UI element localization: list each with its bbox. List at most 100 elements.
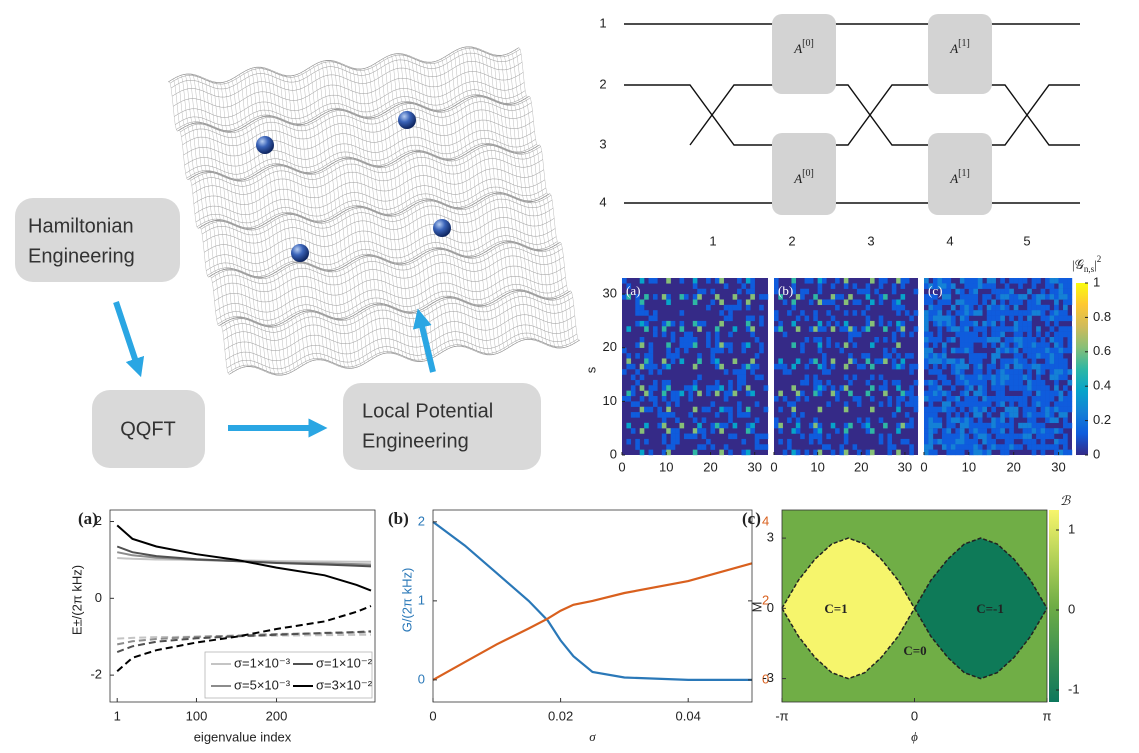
heatmap-texture xyxy=(904,412,910,418)
heatmap-texture xyxy=(1058,342,1064,348)
heatmap-texture xyxy=(1040,369,1046,375)
heatmap-texture xyxy=(1004,288,1010,295)
heatmap-texture xyxy=(830,390,836,397)
heatmap-texture xyxy=(986,294,992,300)
heatmap-texture xyxy=(791,363,797,370)
colorbar-title-part: n,s xyxy=(1084,264,1095,274)
heatmap-texture xyxy=(622,347,627,354)
heatmap-texture xyxy=(701,288,707,295)
heatmap-texture xyxy=(909,331,914,338)
heatmap-texture xyxy=(946,406,952,413)
heatmap-texture xyxy=(1031,438,1037,445)
heatmap-texture xyxy=(959,326,965,332)
box-label: Engineering xyxy=(28,245,135,267)
heatmap-texture xyxy=(1040,342,1046,348)
heatmap-texture xyxy=(1031,385,1037,391)
heatmap-texture xyxy=(728,412,733,418)
heatmap-texture xyxy=(692,342,698,348)
heatmap-texture xyxy=(679,422,685,429)
heatmap-texture xyxy=(865,315,871,322)
y-tick-label: 2 xyxy=(95,513,102,528)
heatmap-texture xyxy=(644,320,649,327)
heatmap-texture xyxy=(856,449,862,456)
heatmap-texture xyxy=(723,444,729,450)
heatmap-texture xyxy=(1018,353,1023,359)
heatmap-texture xyxy=(719,342,724,348)
heatmap-texture xyxy=(630,374,636,381)
heatmap-texture xyxy=(887,438,893,445)
mesh-line xyxy=(327,59,390,354)
heatmap-texture xyxy=(955,363,961,370)
mesh-line xyxy=(257,66,320,361)
heatmap-texture xyxy=(995,374,1001,381)
heatmap-texture xyxy=(865,417,871,424)
heatmap-texture xyxy=(710,444,716,450)
x-tick-label: 20 xyxy=(703,459,717,474)
heatmap-texture xyxy=(648,369,654,375)
heatmap-texture xyxy=(1000,401,1005,407)
heatmap-texture xyxy=(1022,428,1028,434)
heatmap-texture xyxy=(835,294,840,300)
heatmap-texture xyxy=(692,294,698,300)
heatmap-texture xyxy=(896,342,901,348)
heatmap-texture xyxy=(817,385,823,391)
heatmap-texture xyxy=(791,401,797,407)
heatmap-texture xyxy=(1067,278,1073,284)
heatmap-texture xyxy=(728,304,733,311)
box-label: Hamiltonian xyxy=(28,215,134,237)
heatmap-texture xyxy=(808,433,814,440)
heatmap-texture xyxy=(622,396,627,402)
heatmap-texture xyxy=(941,444,947,450)
heatmap-texture xyxy=(941,363,947,370)
heatmap-texture xyxy=(1004,358,1010,365)
heatmap-texture xyxy=(995,422,1001,429)
mesh-line xyxy=(475,47,538,341)
line xyxy=(117,631,372,646)
heatmap-texture xyxy=(946,320,952,327)
heatmap-texture xyxy=(1067,422,1073,429)
heatmap-texture xyxy=(661,320,667,327)
heatmap-texture xyxy=(1018,358,1023,365)
heatmap-texture xyxy=(982,320,987,327)
heatmap-texture xyxy=(878,385,884,391)
heatmap-texture xyxy=(1004,342,1010,348)
heatmap-texture xyxy=(1063,433,1068,440)
heatmap-texture xyxy=(774,310,779,316)
heatmap-texture xyxy=(937,358,943,365)
heatmap-texture xyxy=(670,433,676,440)
heatmap-texture xyxy=(924,444,929,450)
heatmap-texture xyxy=(782,396,788,402)
heatmap-texture xyxy=(778,438,783,445)
heatmap-texture xyxy=(1000,288,1005,295)
heatmap-texture xyxy=(1054,288,1059,295)
heatmap-texture xyxy=(830,315,836,322)
heatmap-texture xyxy=(679,390,685,397)
heatmap-texture xyxy=(950,385,956,391)
heatmap-texture xyxy=(666,406,671,413)
heatmap-texture xyxy=(1049,315,1055,322)
heatmap-texture xyxy=(995,294,1001,300)
heatmap-texture xyxy=(1031,347,1037,354)
mesh-line xyxy=(381,58,444,352)
heatmap-texture xyxy=(896,304,901,311)
heatmap-texture xyxy=(932,449,938,456)
mesh-line xyxy=(245,69,308,364)
heatmap-texture xyxy=(822,363,827,370)
heatmap-texture xyxy=(932,412,938,418)
heatmap-texture xyxy=(1067,406,1073,413)
heatmap-texture xyxy=(666,385,671,391)
heatmap-texture xyxy=(968,310,974,316)
heatmap-texture xyxy=(973,320,979,327)
heatmap-texture xyxy=(688,433,693,440)
heatmap-texture xyxy=(813,337,818,343)
heatmap-texture xyxy=(750,363,755,370)
x-tick-label: 0.04 xyxy=(676,708,701,723)
heatmap-texture xyxy=(973,379,979,386)
heatmap-texture xyxy=(995,444,1001,450)
heatmap-texture xyxy=(750,326,755,332)
heatmap-texture xyxy=(991,406,996,413)
heatmap-texture xyxy=(1045,396,1050,402)
heatmap-texture xyxy=(1063,331,1068,338)
heatmap-texture xyxy=(714,326,720,332)
heatmap-texture xyxy=(941,299,947,306)
